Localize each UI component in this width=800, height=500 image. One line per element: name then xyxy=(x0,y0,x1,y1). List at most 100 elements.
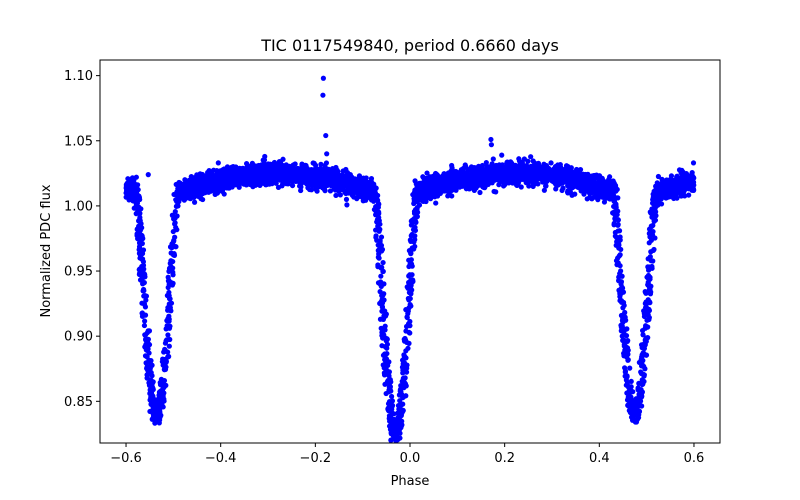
data-point xyxy=(621,302,627,309)
data-point xyxy=(162,366,169,372)
data-point xyxy=(424,170,430,176)
data-point xyxy=(383,367,390,373)
data-point xyxy=(149,362,155,368)
data-point xyxy=(620,289,627,295)
data-point xyxy=(407,330,413,336)
data-point xyxy=(647,291,654,297)
data-point xyxy=(166,325,173,331)
data-point xyxy=(618,268,624,274)
data-point xyxy=(360,176,366,182)
data-point xyxy=(572,191,578,197)
data-point xyxy=(147,389,153,396)
data-point xyxy=(175,203,181,209)
data-point xyxy=(641,308,647,314)
data-point xyxy=(135,234,141,240)
data-point xyxy=(536,163,542,169)
chart-title: TIC 0117549840, period 0.6660 days xyxy=(260,36,559,55)
data-point xyxy=(619,273,625,279)
data-point xyxy=(200,187,206,194)
data-point xyxy=(482,184,488,190)
data-point xyxy=(380,352,387,358)
data-point xyxy=(629,417,636,423)
data-point xyxy=(645,312,651,318)
data-point xyxy=(416,202,423,208)
data-point xyxy=(380,362,386,368)
data-point xyxy=(627,365,633,371)
data-point xyxy=(385,401,392,407)
data-point xyxy=(399,357,406,363)
data-point xyxy=(388,379,394,385)
data-point xyxy=(618,312,625,319)
data-point xyxy=(559,187,565,194)
data-point xyxy=(412,224,418,230)
data-point xyxy=(157,411,163,417)
data-point xyxy=(552,164,559,170)
data-point xyxy=(344,202,350,208)
data-point xyxy=(647,234,653,240)
data-point xyxy=(513,172,519,178)
data-point xyxy=(639,353,645,359)
data-point xyxy=(556,181,562,187)
data-point xyxy=(672,185,678,191)
data-point xyxy=(136,247,142,253)
data-point xyxy=(133,174,139,180)
data-point xyxy=(141,280,147,286)
data-point xyxy=(389,393,395,400)
data-point xyxy=(187,193,193,200)
data-point xyxy=(609,183,615,189)
data-point xyxy=(165,278,172,284)
data-point xyxy=(137,206,143,212)
data-point xyxy=(388,437,394,443)
data-point xyxy=(165,274,171,280)
data-point xyxy=(406,263,412,270)
data-point xyxy=(292,171,299,177)
data-point xyxy=(580,171,586,177)
data-point xyxy=(538,175,544,181)
data-point xyxy=(166,306,172,312)
data-point xyxy=(282,167,288,174)
data-point xyxy=(375,262,381,268)
data-point xyxy=(594,192,600,198)
data-point xyxy=(619,323,625,329)
data-point xyxy=(139,313,146,319)
data-point xyxy=(613,201,619,207)
data-point xyxy=(289,182,296,189)
data-point xyxy=(423,182,429,188)
data-point xyxy=(495,164,501,171)
data-point xyxy=(487,167,494,173)
data-point xyxy=(143,297,149,303)
data-point xyxy=(383,390,389,397)
data-point xyxy=(380,316,386,323)
data-point xyxy=(259,172,266,178)
data-point xyxy=(532,160,538,166)
data-point xyxy=(199,171,206,178)
data-point xyxy=(678,190,685,196)
data-point xyxy=(343,196,350,202)
data-point xyxy=(470,178,476,184)
data-point xyxy=(279,174,285,180)
data-point xyxy=(172,208,178,215)
data-point xyxy=(329,171,335,177)
data-point xyxy=(606,192,612,199)
data-point xyxy=(515,180,522,186)
data-point xyxy=(643,290,649,296)
data-point xyxy=(374,217,381,223)
data-point xyxy=(285,178,291,184)
data-point xyxy=(336,188,342,194)
data-point xyxy=(406,273,412,279)
data-point xyxy=(149,373,155,379)
data-point xyxy=(156,397,162,403)
data-point xyxy=(528,163,534,170)
data-point xyxy=(411,200,417,207)
data-point xyxy=(584,196,590,202)
data-point xyxy=(206,185,212,192)
data-point xyxy=(499,162,506,168)
data-point xyxy=(622,365,628,371)
data-point xyxy=(262,153,268,160)
data-point xyxy=(518,184,524,190)
data-point xyxy=(481,180,487,186)
data-point xyxy=(427,182,434,188)
data-point xyxy=(167,296,173,302)
data-point xyxy=(625,357,631,363)
data-point xyxy=(172,221,178,227)
